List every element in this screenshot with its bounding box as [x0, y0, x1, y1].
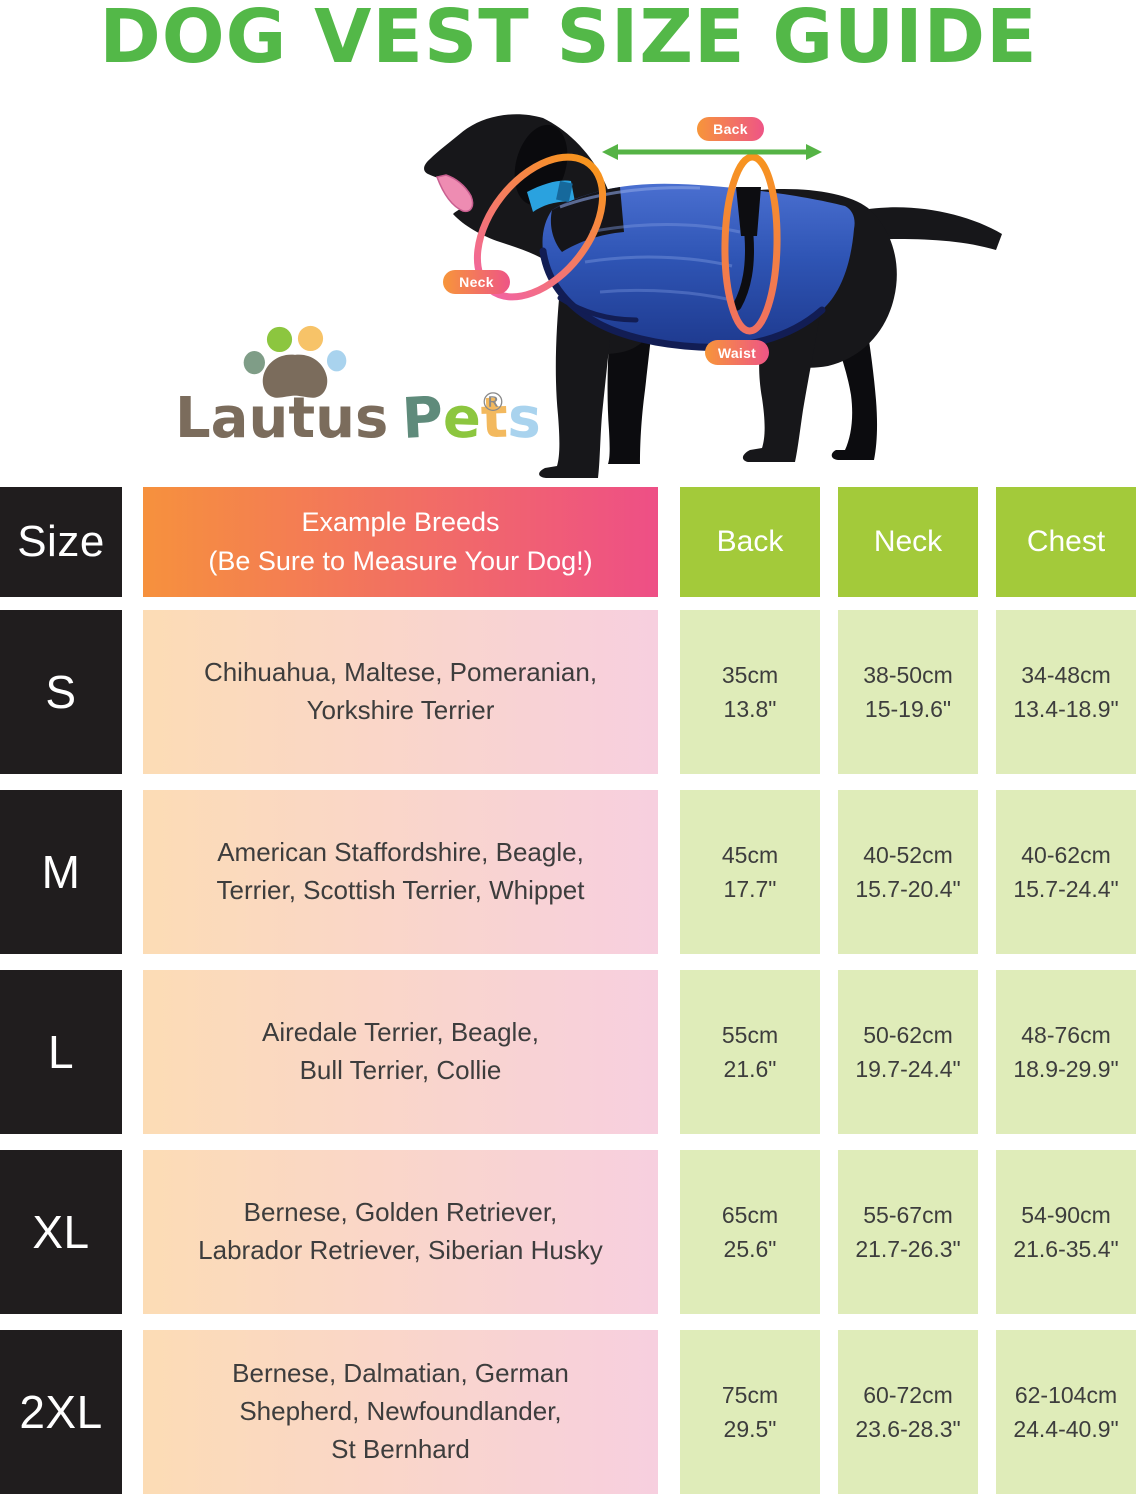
brand-word-lautus: Lautus [175, 386, 389, 451]
brand-word-pets: Pets [400, 384, 544, 453]
back-cell: 35cm 13.8" [680, 610, 820, 774]
table-row: S Chihuahua, Maltese, Pomeranian, Yorksh… [0, 610, 1137, 774]
header-neck-cell: Neck [838, 487, 978, 597]
neck-cell: 50-62cm 19.7-24.4" [838, 970, 978, 1134]
table-row: L Airedale Terrier, Beagle, Bull Terrier… [0, 970, 1137, 1134]
chest-cell: 54-90cm 21.6-35.4" [996, 1150, 1136, 1314]
waist-label-pill: Waist [705, 340, 769, 365]
header-chest-cell: Chest [996, 487, 1136, 597]
dog-tail [852, 207, 1002, 250]
waist-label: Waist [717, 344, 757, 361]
neck-cell: 55-67cm 21.7-26.3" [838, 1150, 978, 1314]
table-row: XL Bernese, Golden Retriever, Labrador R… [0, 1150, 1137, 1314]
table-header-row: Size Example Breeds (Be Sure to Measure … [0, 487, 1137, 597]
chest-cell: 62-104cm 24.4-40.9" [996, 1330, 1136, 1494]
waist-ring-icon [721, 153, 781, 335]
vest-waist-strap [736, 187, 761, 236]
neck-label-pill: Neck [443, 270, 510, 294]
breeds-cell: Chihuahua, Maltese, Pomeranian, Yorkshir… [143, 610, 658, 774]
header-breeds-cell: Example Breeds (Be Sure to Measure Your … [143, 487, 658, 597]
size-cell: XL [0, 1150, 122, 1314]
size-table: Size Example Breeds (Be Sure to Measure … [0, 487, 1137, 1500]
page-title: DOG VEST SIZE GUIDE [99, 0, 1038, 80]
size-cell: L [0, 970, 122, 1134]
back-label-pill: Back [697, 117, 764, 141]
breeds-cell: Bernese, Golden Retriever, Labrador Retr… [143, 1150, 658, 1314]
header-size-cell: Size [0, 487, 122, 597]
size-cell: M [0, 790, 122, 954]
brand-name: Lautus Pets [175, 384, 544, 453]
back-cell: 55cm 21.6" [680, 970, 820, 1134]
chest-cell: 48-76cm 18.9-29.9" [996, 970, 1136, 1134]
breeds-cell: Airedale Terrier, Beagle, Bull Terrier, … [143, 970, 658, 1134]
header-back-cell: Back [680, 487, 820, 597]
paw-icon [243, 325, 347, 398]
registered-trademark: ® [480, 388, 506, 418]
chest-cell: 34-48cm 13.4-18.9" [996, 610, 1136, 774]
neck-cell: 38-50cm 15-19.6" [838, 610, 978, 774]
back-cell: 75cm 29.5" [680, 1330, 820, 1494]
breeds-cell: Bernese, Dalmatian, German Shepherd, New… [143, 1330, 658, 1494]
breeds-cell: American Staffordshire, Beagle, Terrier,… [143, 790, 658, 954]
size-cell: 2XL [0, 1330, 122, 1494]
dog-tongue [435, 174, 474, 213]
table-row: 2XL Bernese, Dalmatian, German Shepherd,… [0, 1330, 1137, 1494]
back-cell: 65cm 25.6" [680, 1150, 820, 1314]
table-row: M American Staffordshire, Beagle, Terrie… [0, 790, 1137, 954]
dog-collar [527, 180, 575, 212]
brand-logo: Lautus Pets ® [175, 322, 543, 477]
chest-cell: 40-62cm 15.7-24.4" [996, 790, 1136, 954]
neck-cell: 60-72cm 23.6-28.3" [838, 1330, 978, 1494]
neck-label: Neck [459, 274, 494, 290]
back-label: Back [713, 121, 748, 137]
back-measure-arrow [602, 144, 822, 160]
back-cell: 45cm 17.7" [680, 790, 820, 954]
dog-vest-diagram [424, 114, 1002, 478]
neck-cell: 40-52cm 15.7-20.4" [838, 790, 978, 954]
size-cell: S [0, 610, 122, 774]
